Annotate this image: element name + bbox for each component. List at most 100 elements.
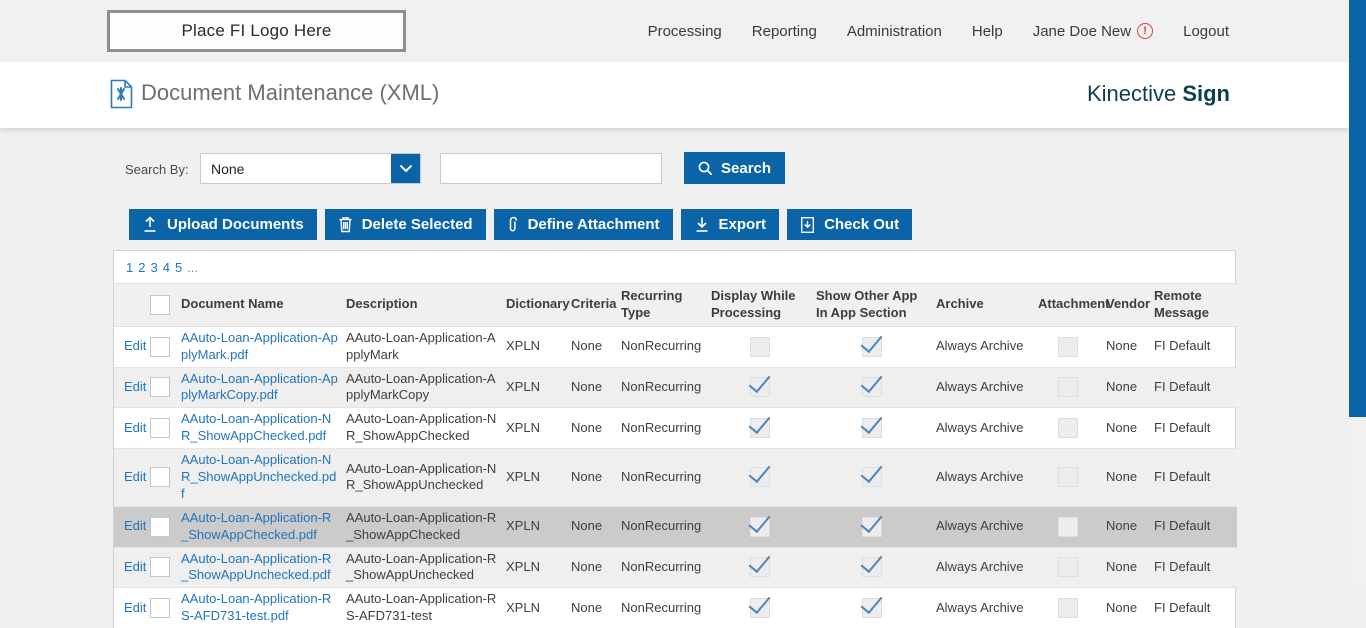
display-while-processing-checkbox[interactable] [749, 516, 770, 537]
vendor-cell: None [1106, 448, 1154, 507]
edit-link[interactable]: Edit [124, 338, 147, 354]
pagination: 1 2 3 4 5... [114, 251, 1235, 283]
row-checkbox[interactable] [150, 377, 170, 398]
page-header: Document Maintenance (XML) Kinective Sig… [0, 62, 1349, 128]
vertical-scrollbar [1349, 0, 1366, 581]
show-other-app-checkbox[interactable] [862, 467, 882, 488]
row-checkbox[interactable] [150, 598, 170, 619]
document-name-link[interactable]: AAuto-Loan-Application-NR_ShowAppUncheck… [181, 452, 337, 501]
display-while-processing-checkbox[interactable] [749, 598, 770, 619]
document-name-link[interactable]: AAuto-Loan-Application-ApplyMarkCopy.pdf [181, 370, 338, 403]
attachment-checkbox[interactable] [1058, 516, 1078, 537]
archive-cell: Always Archive [936, 587, 1038, 628]
search-input[interactable] [440, 153, 662, 184]
show-other-app-checkbox[interactable] [862, 557, 882, 578]
table-body: Edit AAuto-Loan-Application-ApplyMark.pd… [114, 326, 1237, 628]
edit-link[interactable]: Edit [124, 469, 147, 485]
edit-link[interactable]: Edit [124, 379, 147, 394]
show-other-app-checkbox[interactable] [862, 336, 882, 357]
edit-link[interactable]: Edit [124, 419, 147, 435]
description-cell: AAuto-Loan-Application-ApplyMark [346, 329, 496, 362]
export-button[interactable]: Export [680, 209, 780, 240]
remote-message-cell: FI Default [1154, 338, 1211, 354]
display-while-processing-checkbox[interactable] [749, 377, 770, 398]
row-checkbox[interactable] [150, 418, 170, 439]
recurring-type-cell: NonRecurring [621, 407, 711, 449]
criteria-cell: None [571, 505, 621, 548]
page-link-1[interactable]: 1 [126, 260, 134, 275]
page-link-2[interactable]: 2 [138, 260, 146, 275]
archive-cell: Always Archive [936, 505, 1038, 548]
row-checkbox[interactable] [150, 336, 170, 357]
paperclip-icon [507, 216, 519, 234]
fi-logo-placeholder: Place FI Logo Here [107, 10, 406, 52]
table-row: Edit AAuto-Loan-Application-NR_ShowAppUn… [114, 448, 1237, 507]
upload-documents-label: Upload Documents [167, 216, 304, 233]
header-show-other-app: Show Other App In App Section [816, 283, 936, 327]
select-all-checkbox[interactable] [150, 294, 170, 315]
archive-cell: Always Archive [936, 448, 1038, 507]
display-while-processing-checkbox[interactable] [749, 467, 770, 488]
page-link-3[interactable]: 3 [150, 260, 158, 275]
table-header-row: Document Name Description Dictionary Cri… [114, 283, 1237, 327]
edit-link[interactable]: Edit [124, 518, 147, 534]
document-name-link[interactable]: AAuto-Loan-Application-RS-AFD731-test.pd… [181, 591, 332, 624]
document-name-link[interactable]: AAuto-Loan-Application-R_ShowAppChecked.… [181, 509, 332, 542]
display-while-processing-checkbox[interactable] [749, 557, 770, 578]
nav-logout[interactable]: Logout [1183, 22, 1229, 40]
upload-documents-button[interactable]: Upload Documents [129, 209, 317, 240]
documents-table: Document Name Description Dictionary Cri… [114, 283, 1237, 628]
criteria-cell: None [571, 546, 621, 588]
remote-message-cell: FI Default [1154, 587, 1237, 628]
archive-cell: Always Archive [936, 366, 1038, 408]
description-cell: AAuto-Loan-Application-R_ShowAppUnchecke… [346, 546, 506, 588]
edit-link[interactable]: Edit [124, 599, 147, 615]
scrollbar-thumb[interactable] [1349, 0, 1366, 417]
document-name-link[interactable]: AAuto-Loan-Application-R_ShowAppUnchecke… [181, 550, 332, 583]
page-link-more[interactable]: ... [187, 260, 199, 275]
vendor-cell: None [1106, 366, 1154, 408]
display-while-processing-checkbox[interactable] [749, 336, 770, 357]
search-by-label: Search By: [125, 162, 189, 177]
attachment-checkbox[interactable] [1058, 377, 1078, 398]
criteria-cell: None [571, 448, 621, 507]
show-other-app-checkbox[interactable] [862, 516, 882, 537]
export-label: Export [718, 216, 767, 233]
row-checkbox[interactable] [150, 516, 170, 537]
nav-administration[interactable]: Administration [846, 22, 942, 40]
download-icon [694, 216, 710, 233]
attachment-checkbox[interactable] [1058, 418, 1078, 439]
top-bar: Place FI Logo Here Processing Reporting … [0, 0, 1349, 62]
description-cell: AAuto-Loan-Application-NR_ShowAppChecked [346, 407, 506, 449]
define-attachment-button[interactable]: Define Attachment [493, 209, 673, 240]
recurring-type-cell: NonRecurring [621, 366, 711, 408]
show-other-app-checkbox[interactable] [862, 418, 882, 439]
header-criteria: Criteria [571, 283, 621, 327]
document-name-link[interactable]: AAuto-Loan-Application-NR_ShowAppChecked… [181, 411, 332, 444]
check-out-button[interactable]: Check Out [787, 209, 913, 240]
attachment-checkbox[interactable] [1058, 336, 1078, 357]
dictionary-cell: XPLN [506, 366, 571, 408]
delete-selected-button[interactable]: Delete Selected [324, 209, 486, 240]
show-other-app-checkbox[interactable] [862, 377, 882, 398]
vendor-cell: None [1106, 587, 1154, 628]
dictionary-cell: XPLN [506, 338, 540, 354]
dictionary-cell: XPLN [506, 587, 571, 628]
nav-user[interactable]: Jane Doe New ! [1033, 23, 1154, 40]
page-link-5[interactable]: 5 [174, 260, 183, 275]
attachment-checkbox[interactable] [1058, 598, 1078, 619]
attachment-checkbox[interactable] [1058, 557, 1078, 578]
nav-help[interactable]: Help [971, 22, 1003, 40]
attachment-checkbox[interactable] [1058, 467, 1078, 488]
edit-link[interactable]: Edit [124, 559, 147, 575]
show-other-app-checkbox[interactable] [862, 598, 882, 619]
display-while-processing-checkbox[interactable] [749, 418, 770, 439]
document-name-link[interactable]: AAuto-Loan-Application-ApplyMark.pdf [181, 329, 338, 362]
nav-reporting[interactable]: Reporting [751, 22, 817, 40]
page-link-4[interactable]: 4 [162, 260, 170, 275]
row-checkbox[interactable] [150, 557, 170, 578]
row-checkbox[interactable] [150, 467, 170, 488]
search-button[interactable]: Search [684, 152, 786, 184]
search-by-dropdown[interactable]: None [200, 153, 421, 184]
nav-processing[interactable]: Processing [647, 22, 722, 40]
